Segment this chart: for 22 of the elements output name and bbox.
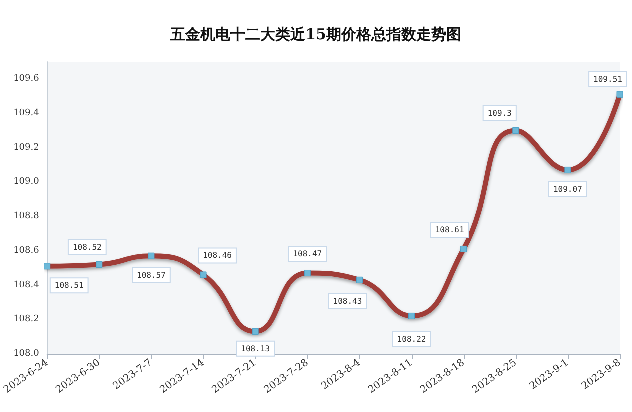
y-tick-label: 108.6	[14, 246, 40, 256]
data-label: 108.22	[397, 334, 426, 344]
y-tick-label: 108.8	[14, 212, 40, 222]
data-label: 109.07	[553, 184, 583, 194]
data-label: 108.46	[203, 251, 232, 260]
y-tick-label: 108.0	[14, 349, 40, 359]
chart-title: 五金机电十二大类近15期价格总指数走势图	[170, 26, 462, 44]
data-label: 108.57	[137, 270, 166, 280]
y-tick-label: 109.0	[14, 177, 40, 188]
data-label: 108.51	[54, 281, 84, 290]
y-tick-label: 108.4	[14, 280, 40, 290]
data-label: 109.51	[594, 74, 623, 84]
y-tick-label: 108.2	[14, 314, 40, 325]
data-label: 108.61	[435, 225, 464, 234]
y-tick-label: 109.2	[14, 142, 40, 153]
data-label: 108.43	[333, 296, 362, 306]
data-label: 108.52	[72, 242, 102, 252]
data-label: 109.3	[488, 108, 512, 118]
y-tick-label: 109.4	[14, 108, 40, 119]
data-label: 108.47	[293, 250, 322, 259]
y-tick-label: 109.6	[14, 74, 40, 84]
data-label: 108.13	[241, 344, 270, 354]
